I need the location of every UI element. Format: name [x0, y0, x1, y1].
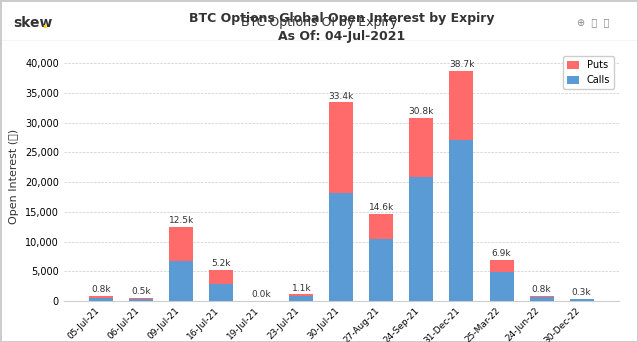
Bar: [449, 71, 473, 141]
Text: 12.5k: 12.5k: [168, 216, 194, 225]
Text: BTC Options OI by Expiry: BTC Options OI by Expiry: [241, 16, 397, 29]
Bar: [209, 284, 234, 301]
Text: 6.9k: 6.9k: [492, 249, 511, 258]
Text: skew: skew: [13, 16, 52, 29]
Bar: [369, 239, 394, 301]
Bar: [489, 260, 514, 273]
Bar: [329, 193, 353, 301]
Text: 0.3k: 0.3k: [572, 288, 591, 298]
Text: 1.1k: 1.1k: [292, 284, 311, 293]
Bar: [129, 298, 153, 299]
Bar: [89, 296, 113, 298]
Bar: [489, 273, 514, 301]
Title: BTC Options Global Open Interest by Expiry
As Of: 04-Jul-2021: BTC Options Global Open Interest by Expi…: [189, 12, 494, 43]
Bar: [129, 299, 153, 301]
Bar: [89, 298, 113, 301]
Text: 0.8k: 0.8k: [91, 286, 111, 294]
Text: 38.7k: 38.7k: [449, 60, 474, 69]
Bar: [329, 102, 353, 193]
Text: 14.6k: 14.6k: [369, 203, 394, 212]
Bar: [530, 296, 554, 297]
Bar: [410, 118, 433, 177]
Bar: [169, 227, 193, 261]
Text: 33.4k: 33.4k: [329, 92, 354, 101]
Text: .: .: [41, 14, 48, 31]
Bar: [369, 214, 394, 239]
Text: 0.0k: 0.0k: [251, 290, 271, 299]
Bar: [169, 261, 193, 301]
Bar: [410, 177, 433, 301]
Y-axis label: Open Interest (₿): Open Interest (₿): [10, 129, 19, 224]
Text: 30.8k: 30.8k: [409, 107, 434, 116]
Text: 5.2k: 5.2k: [211, 259, 231, 268]
Text: 0.8k: 0.8k: [531, 286, 551, 294]
Bar: [570, 300, 593, 301]
Text: ⊕  ⛶  ⧉: ⊕ ⛶ ⧉: [577, 17, 609, 28]
Bar: [530, 297, 554, 301]
Bar: [289, 295, 313, 301]
Bar: [289, 294, 313, 295]
Bar: [209, 270, 234, 284]
Text: 0.5k: 0.5k: [131, 287, 151, 296]
Legend: Puts, Calls: Puts, Calls: [563, 56, 614, 89]
Bar: [449, 141, 473, 301]
